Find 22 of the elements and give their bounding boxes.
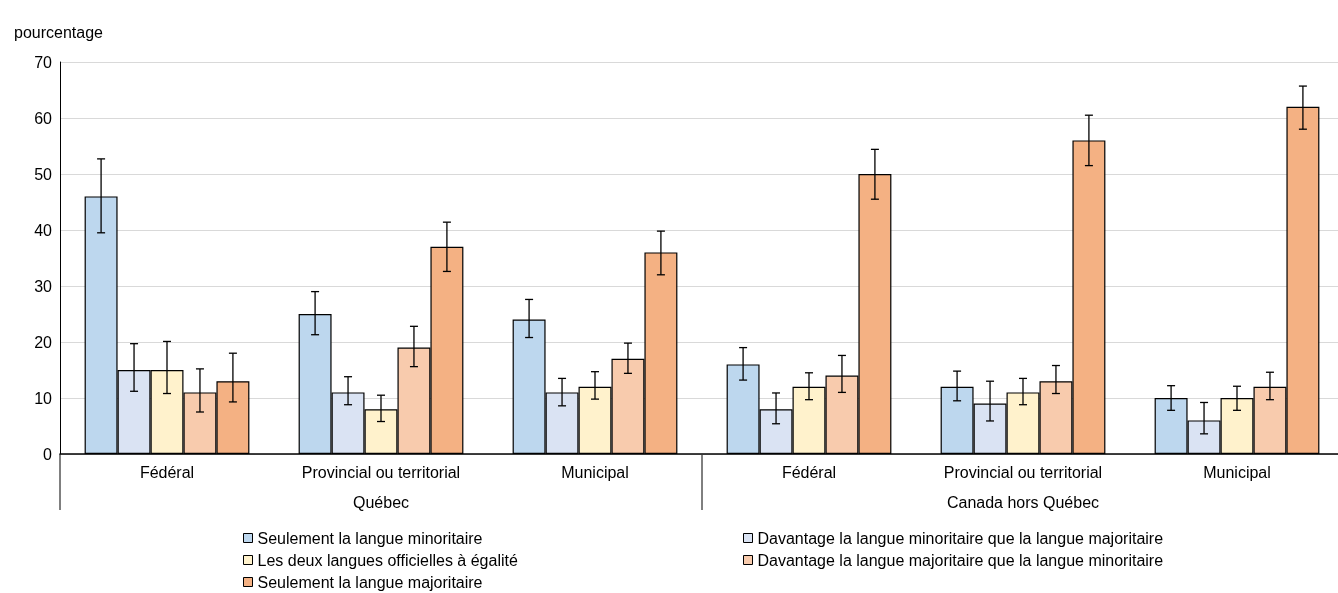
legend-label: Seulement la langue majoritaire: [257, 573, 483, 591]
legend-label: Seulement la langue minoritaire: [257, 529, 483, 547]
x-tick-label: Fédéral: [139, 463, 195, 481]
y-axis-title: pourcentage: [14, 23, 104, 41]
y-tick-label: 10: [34, 389, 53, 407]
legend-label: Davantage la langue minoritaire que la langue majoritaire: [757, 529, 1164, 547]
y-tick-label: 40: [34, 221, 53, 239]
y-tick-label: 0: [43, 445, 53, 463]
x-tick-label: Municipal: [1203, 463, 1271, 481]
x-tick-label: Municipal: [561, 463, 629, 481]
x-tick-label: Provincial ou territorial: [943, 463, 1103, 481]
text: Québec: [352, 493, 410, 511]
legend-label: Les deux langues officielles à égalité: [257, 551, 518, 569]
x-tick-label: Fédéral: [781, 463, 837, 481]
x-tick-label: Provincial ou territorial: [301, 463, 461, 481]
y-tick-label: 20: [34, 333, 53, 351]
y-tick-label: 30: [34, 277, 53, 295]
y-tick-label: 70: [34, 53, 53, 71]
legend-label: Davantage la langue majoritaire que la langue minoritaire: [757, 551, 1164, 569]
y-tick-label: 50: [34, 165, 53, 183]
y-tick-label: 60: [34, 109, 53, 127]
text: Canada hors Québec: [946, 493, 1100, 511]
